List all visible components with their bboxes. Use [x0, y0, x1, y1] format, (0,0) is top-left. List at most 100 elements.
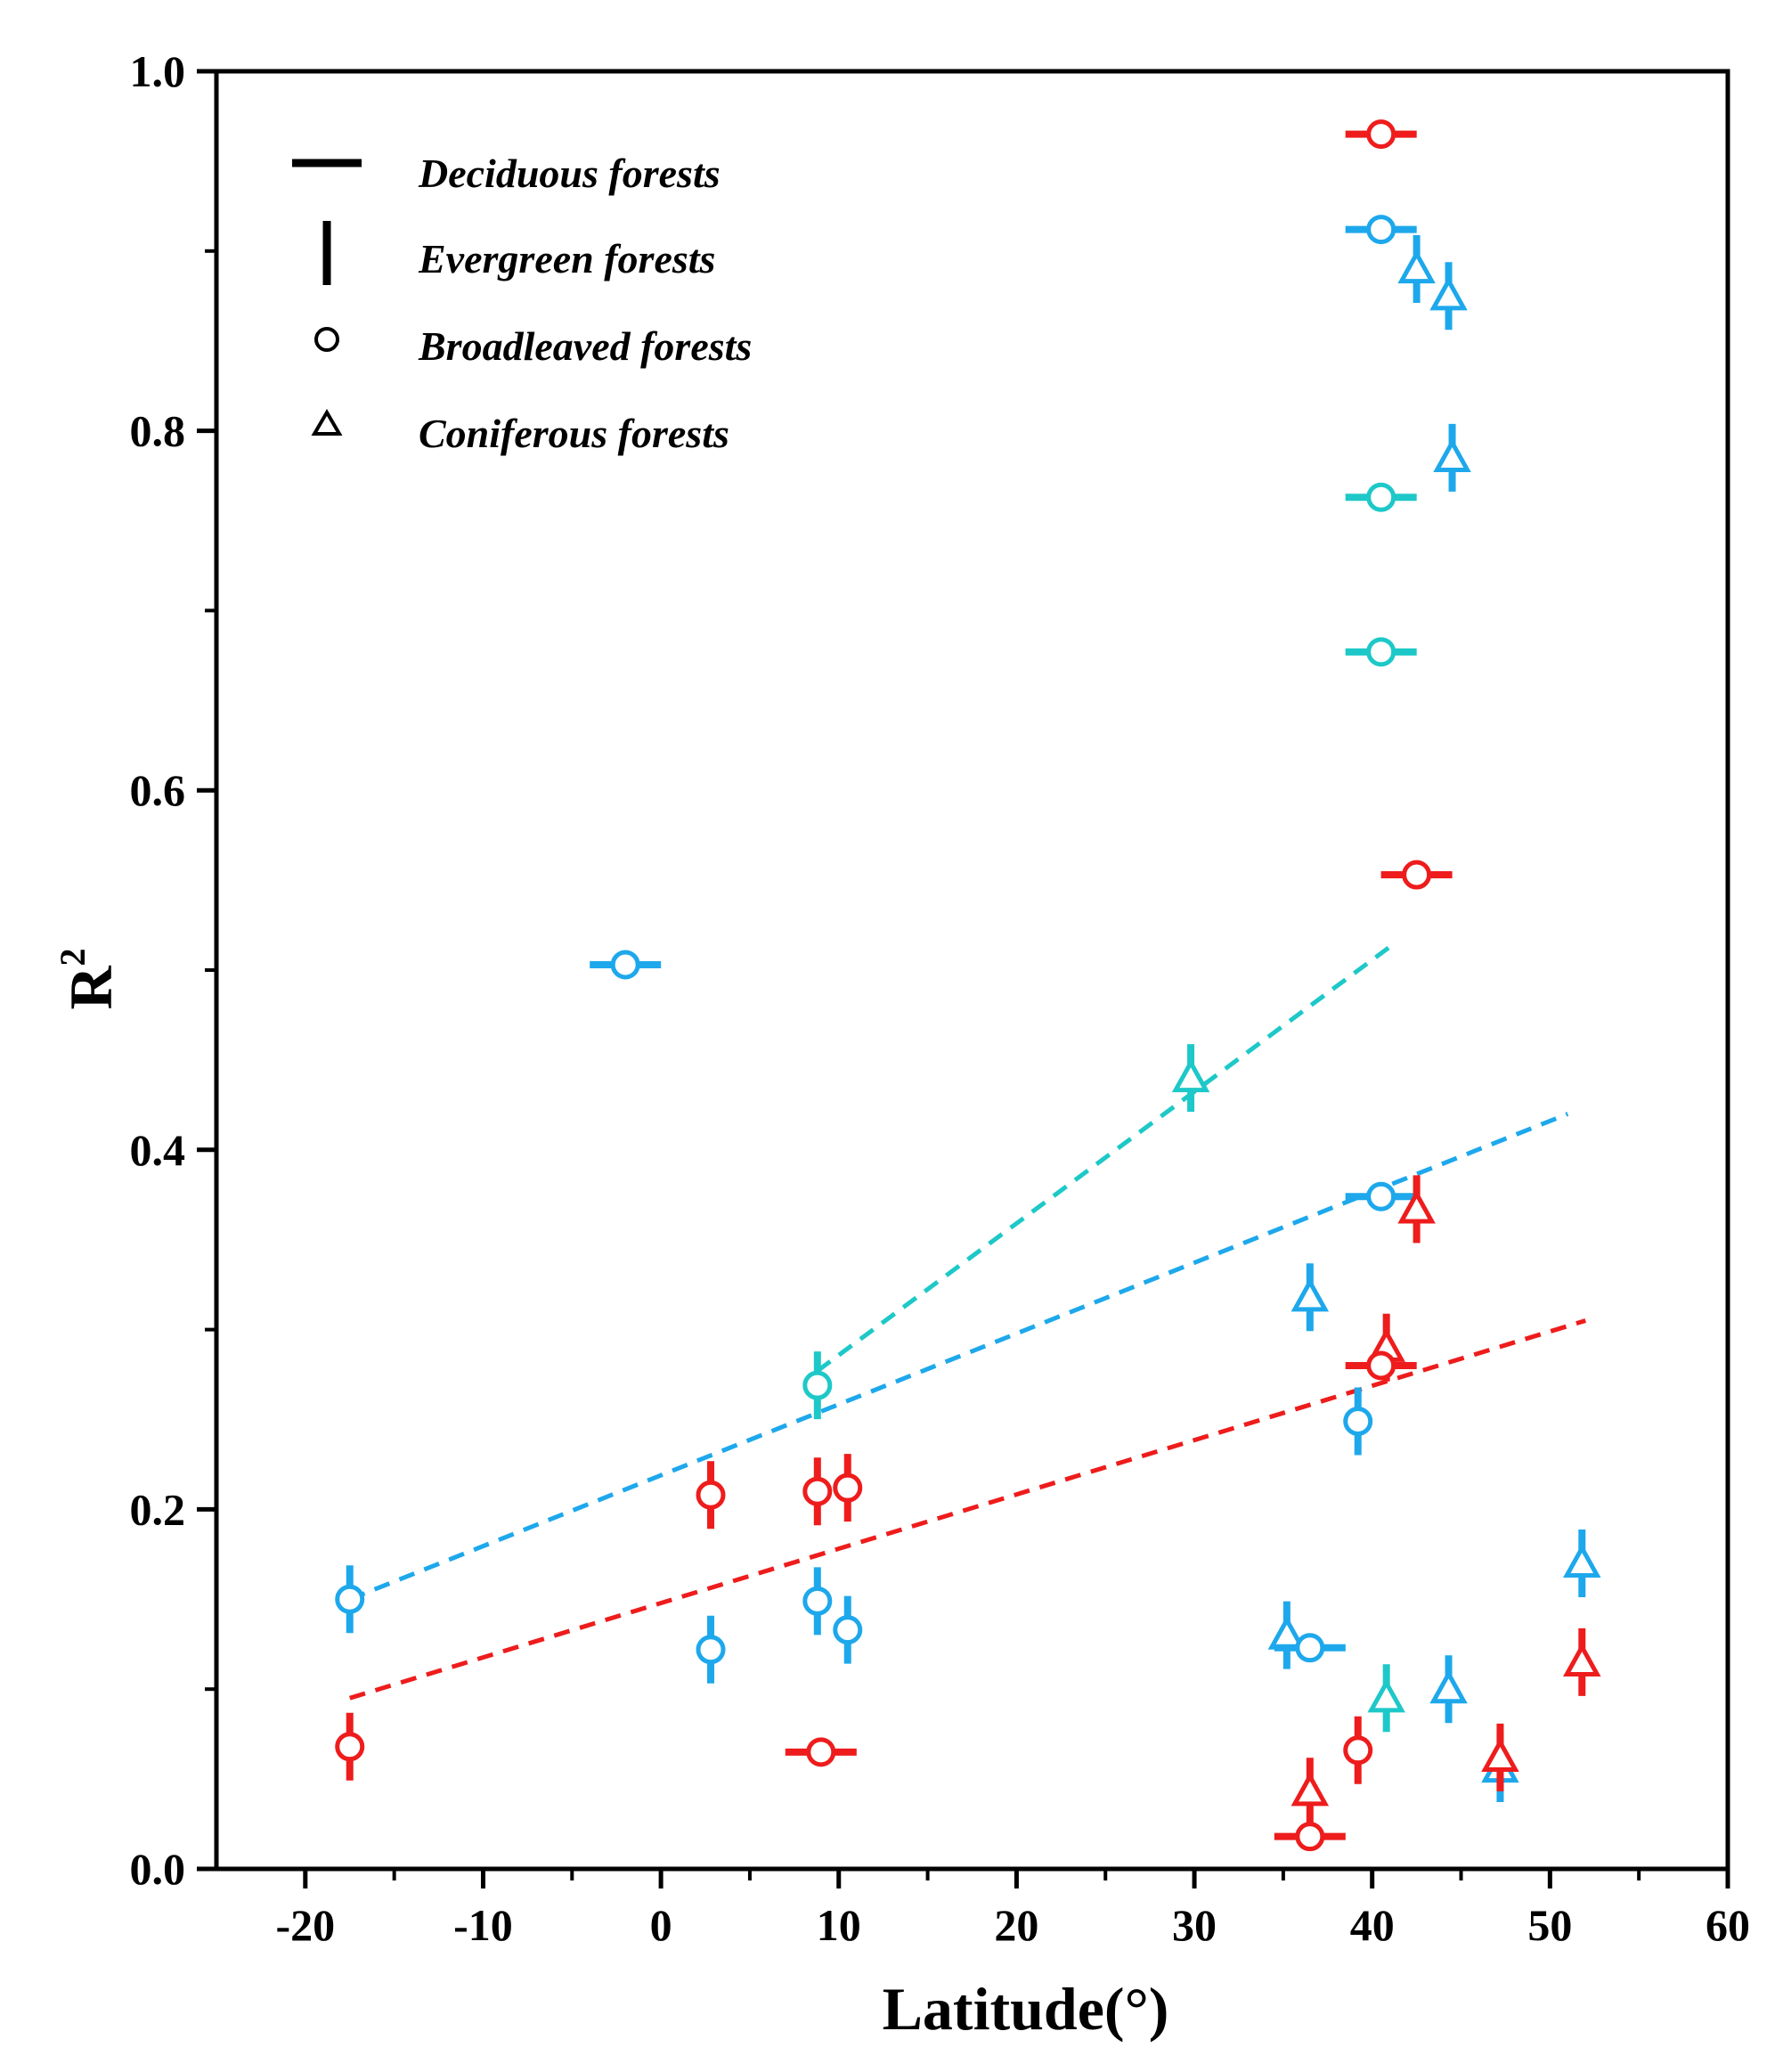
coniferous-marker [1397, 1189, 1436, 1224]
coniferous-marker [1171, 1057, 1210, 1093]
x-tick-label: 10 [817, 1900, 861, 1950]
y-tick-label: 0.4 [130, 1125, 186, 1175]
data-point [1171, 1044, 1210, 1113]
data-point [1397, 1175, 1436, 1244]
red-trend [349, 1318, 1587, 1701]
x-tick-label: 60 [1706, 1900, 1750, 1950]
legend-symbol-triangle [311, 409, 343, 436]
data-point [833, 1454, 863, 1522]
y-tick-label: 0.0 [130, 1844, 186, 1894]
broadleaved-marker [1402, 860, 1432, 890]
coniferous-marker [1429, 276, 1468, 311]
data-point [1397, 234, 1436, 303]
broadleaved-marker [1343, 1735, 1373, 1766]
data-point [1290, 1263, 1330, 1332]
x-axis-title: Latitude(°) [883, 1975, 1169, 2043]
broadleaved-marker [335, 1732, 365, 1762]
data-point [1274, 1633, 1346, 1663]
broadleaved-marker [1343, 1407, 1373, 1437]
broadleaved-marker [1366, 119, 1396, 150]
x-tick-label: 50 [1527, 1900, 1572, 1950]
y-tick-label: 1.0 [130, 46, 186, 96]
broadleaved-marker [335, 1584, 365, 1614]
broadleaved-marker [1366, 215, 1396, 245]
data-point [590, 950, 662, 980]
coniferous-marker [1433, 437, 1471, 472]
data-point [833, 1595, 863, 1664]
data-point [1429, 1655, 1468, 1724]
broadleaved-marker [1295, 1822, 1325, 1852]
data-point [1274, 1822, 1346, 1852]
broadleaved-marker [1366, 1350, 1396, 1381]
coniferous-marker [1367, 1678, 1405, 1713]
y-axis-ticks: 0.0 0.2 0.4 0.6 0.8 1.0 [130, 46, 216, 1894]
data-point [1367, 1664, 1405, 1733]
data-point [335, 1712, 365, 1781]
data-point [1429, 262, 1468, 330]
cyan-trend [816, 944, 1392, 1374]
x-tick-label: 0 [650, 1900, 672, 1950]
x-tick-label: -20 [275, 1900, 335, 1950]
broadleaved-marker [806, 1737, 836, 1767]
data-point [802, 1351, 833, 1420]
data-point [1345, 637, 1417, 667]
data-point [802, 1567, 833, 1636]
data-point [1343, 1716, 1373, 1784]
y-tick-label: 0.6 [130, 765, 186, 815]
coniferous-marker [1397, 249, 1436, 284]
y-axis-title: R2 [53, 948, 125, 1009]
data-point [785, 1737, 857, 1767]
legend-label-coniferous: Coniferous forests [419, 411, 729, 456]
legend-label-broadleaved: Broadleaved forests [418, 323, 752, 369]
data-points [335, 119, 1601, 1852]
data-point [1345, 215, 1417, 245]
broadleaved-marker [696, 1635, 726, 1665]
data-point [1563, 1529, 1601, 1597]
y-axis-title-base: R [57, 966, 125, 1010]
legend: Deciduous forests Evergreen forests Broa… [292, 151, 752, 456]
broadleaved-marker [1366, 1181, 1396, 1211]
data-point [1345, 482, 1417, 512]
data-point [1481, 1723, 1519, 1791]
coniferous-marker [1429, 1669, 1468, 1704]
legend-symbol-circle [314, 327, 339, 352]
broadleaved-marker [833, 1472, 863, 1503]
broadleaved-marker [696, 1480, 726, 1510]
data-point [696, 1461, 726, 1530]
trend-lines [348, 944, 1587, 1701]
data-point [1290, 1758, 1330, 1826]
data-point [335, 1565, 365, 1634]
data-point [1345, 1350, 1417, 1381]
x-tick-label: 20 [994, 1900, 1038, 1950]
data-point [1345, 1181, 1417, 1211]
x-tick-label: -10 [453, 1900, 513, 1950]
broadleaved-marker [802, 1370, 833, 1400]
y-tick-label: 0.2 [130, 1484, 186, 1534]
data-point [1563, 1627, 1601, 1696]
coniferous-marker [1290, 1772, 1330, 1807]
data-point [696, 1615, 726, 1684]
broadleaved-marker [1366, 637, 1396, 667]
data-point [802, 1457, 833, 1526]
broadleaved-marker [1366, 482, 1396, 512]
data-point [1343, 1387, 1373, 1456]
broadleaved-marker [802, 1586, 833, 1616]
coniferous-marker [1290, 1277, 1330, 1312]
legend-label-deciduous: Deciduous forests [418, 151, 721, 196]
x-axis-ticks: -20 -10 0 10 20 30 40 50 60 [275, 1869, 1750, 1950]
broadleaved-marker [610, 950, 640, 980]
broadleaved-marker [802, 1476, 833, 1506]
x-tick-label: 30 [1172, 1900, 1217, 1950]
blue-trend [348, 1112, 1569, 1602]
legend-label-evergreen: Evergreen forests [418, 236, 715, 281]
coniferous-marker [1481, 1737, 1519, 1772]
svg-text:R2: R2 [53, 948, 125, 1009]
y-axis-title-superscript: 2 [53, 948, 93, 966]
data-point [1345, 119, 1417, 150]
data-point [1433, 423, 1471, 492]
coniferous-marker [1563, 1642, 1601, 1677]
coniferous-marker [1563, 1543, 1601, 1578]
broadleaved-marker [1295, 1633, 1325, 1663]
data-point [1267, 1601, 1307, 1669]
